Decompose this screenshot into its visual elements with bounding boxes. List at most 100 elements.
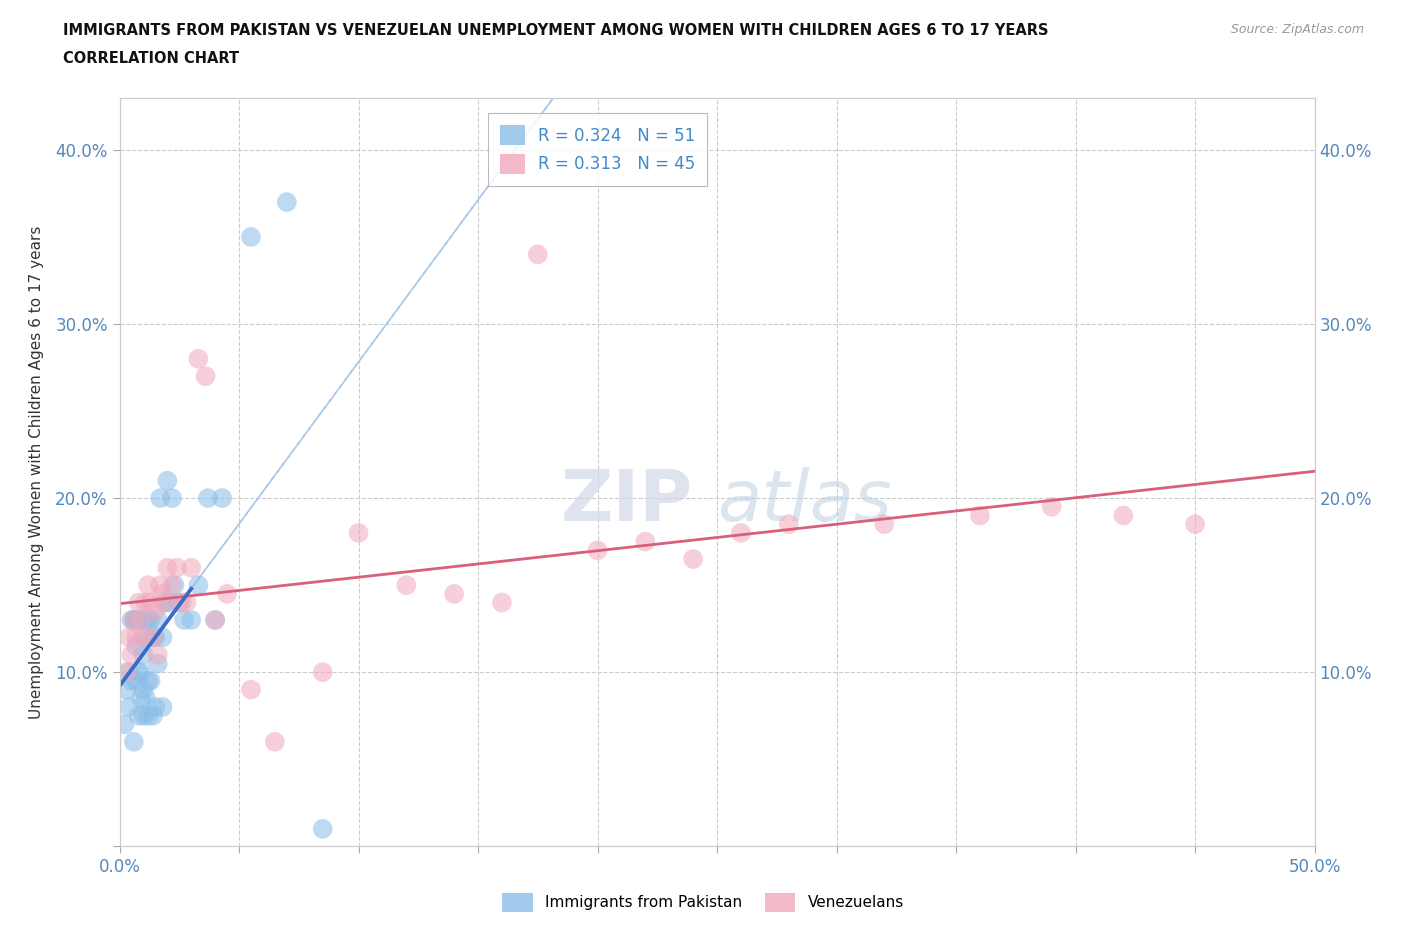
- Point: [125, 673, 148, 688]
- Text: IMMIGRANTS FROM PAKISTAN VS VENEZUELAN UNEMPLOYMENT AMONG WOMEN WITH CHILDREN AG: IMMIGRANTS FROM PAKISTAN VS VENEZUELAN U…: [63, 23, 1049, 38]
- Point: [197, 491, 219, 506]
- Text: CORRELATION CHART: CORRELATION CHART: [63, 51, 239, 66]
- Point: [135, 595, 157, 610]
- Point: [153, 595, 176, 610]
- Point: [132, 709, 155, 724]
- Point: [152, 630, 174, 644]
- Point: [491, 595, 513, 610]
- Point: [121, 673, 143, 688]
- Point: [152, 699, 174, 714]
- Point: [139, 673, 162, 688]
- Point: [634, 534, 657, 549]
- Point: [136, 578, 159, 592]
- Point: [118, 699, 141, 714]
- Point: [118, 630, 141, 644]
- Point: [132, 630, 155, 644]
- Point: [730, 525, 752, 540]
- Point: [118, 665, 141, 680]
- Point: [312, 665, 335, 680]
- Point: [169, 595, 191, 610]
- Point: [211, 491, 233, 506]
- Point: [135, 630, 157, 644]
- Point: [128, 665, 150, 680]
- Point: [156, 473, 179, 488]
- Point: [166, 560, 188, 575]
- Legend: Immigrants from Pakistan, Venezuelans: Immigrants from Pakistan, Venezuelans: [496, 887, 910, 918]
- Point: [142, 709, 165, 724]
- Point: [873, 517, 896, 532]
- Point: [1040, 499, 1063, 514]
- Point: [264, 735, 287, 750]
- Point: [145, 630, 166, 644]
- Point: [122, 613, 145, 628]
- Point: [395, 578, 418, 592]
- Point: [146, 613, 169, 628]
- Point: [217, 587, 239, 602]
- Point: [443, 587, 465, 602]
- Point: [146, 656, 169, 671]
- Point: [139, 613, 162, 628]
- Text: Source: ZipAtlas.com: Source: ZipAtlas.com: [1230, 23, 1364, 36]
- Point: [239, 683, 263, 698]
- Legend: R = 0.324   N = 51, R = 0.313   N = 45: R = 0.324 N = 51, R = 0.313 N = 45: [488, 113, 707, 186]
- Point: [170, 595, 193, 610]
- Point: [204, 613, 226, 628]
- Point: [156, 560, 179, 575]
- Point: [125, 613, 148, 628]
- Point: [128, 613, 150, 628]
- Point: [347, 525, 370, 540]
- Text: ZIP: ZIP: [561, 468, 693, 537]
- Point: [1112, 508, 1135, 523]
- Point: [969, 508, 991, 523]
- Point: [173, 613, 195, 628]
- Point: [125, 639, 148, 654]
- Point: [146, 647, 169, 662]
- Point: [1184, 517, 1206, 532]
- Point: [176, 595, 198, 610]
- Point: [149, 491, 172, 506]
- Point: [139, 595, 162, 610]
- Point: [276, 194, 298, 209]
- Point: [136, 613, 159, 628]
- Point: [142, 630, 165, 644]
- Point: [129, 613, 152, 628]
- Point: [136, 709, 159, 724]
- Point: [115, 665, 138, 680]
- Point: [136, 673, 159, 688]
- Point: [142, 630, 165, 644]
- Point: [129, 665, 152, 680]
- Point: [125, 630, 148, 644]
- Point: [122, 735, 145, 750]
- Point: [132, 647, 155, 662]
- Point: [121, 613, 143, 628]
- Point: [682, 551, 704, 566]
- Point: [312, 821, 335, 836]
- Point: [153, 595, 176, 610]
- Point: [115, 683, 138, 698]
- Point: [159, 595, 181, 610]
- Point: [112, 717, 135, 732]
- Point: [132, 683, 155, 698]
- Point: [204, 613, 226, 628]
- Point: [152, 587, 174, 602]
- Point: [586, 543, 609, 558]
- Point: [149, 578, 172, 592]
- Point: [160, 491, 183, 506]
- Point: [180, 560, 202, 575]
- Text: atlas: atlas: [717, 468, 891, 537]
- Point: [163, 578, 186, 592]
- Point: [128, 595, 150, 610]
- Point: [194, 369, 217, 384]
- Point: [187, 578, 209, 592]
- Point: [121, 647, 143, 662]
- Point: [527, 246, 550, 261]
- Point: [187, 352, 209, 366]
- Point: [239, 230, 263, 245]
- Point: [132, 613, 155, 628]
- Y-axis label: Unemployment Among Women with Children Ages 6 to 17 years: Unemployment Among Women with Children A…: [30, 225, 44, 719]
- Point: [128, 709, 150, 724]
- Point: [129, 691, 152, 706]
- Point: [160, 578, 183, 592]
- Point: [122, 613, 145, 628]
- Point: [180, 613, 202, 628]
